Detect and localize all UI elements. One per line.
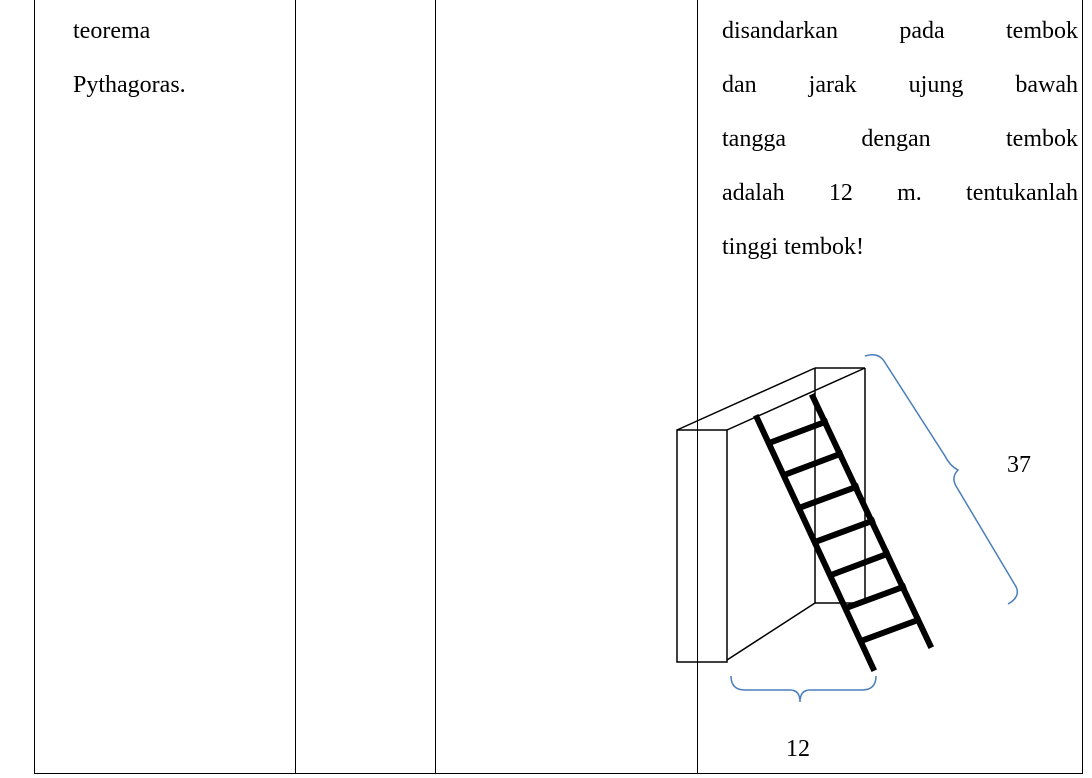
table-border [34, 773, 1083, 774]
text-line: disandarkan pada tembok [722, 18, 1078, 44]
table-border [1082, 0, 1083, 774]
text-line: tinggi tembok! [722, 234, 864, 260]
text-line: tangga dengan tembok [722, 126, 1078, 152]
table-border [435, 0, 436, 774]
table-border [34, 0, 35, 774]
table-border [295, 0, 296, 774]
table-border [697, 0, 698, 774]
text-line: teorema [73, 18, 151, 44]
text-line: adalah 12 m. tentukanlah [722, 180, 1078, 206]
text-line: dan jarak ujung bawah [722, 72, 1078, 98]
figure-label: 37 [1007, 452, 1031, 478]
figure-label: 12 [786, 736, 810, 762]
text-line: Pythagoras. [73, 72, 186, 98]
